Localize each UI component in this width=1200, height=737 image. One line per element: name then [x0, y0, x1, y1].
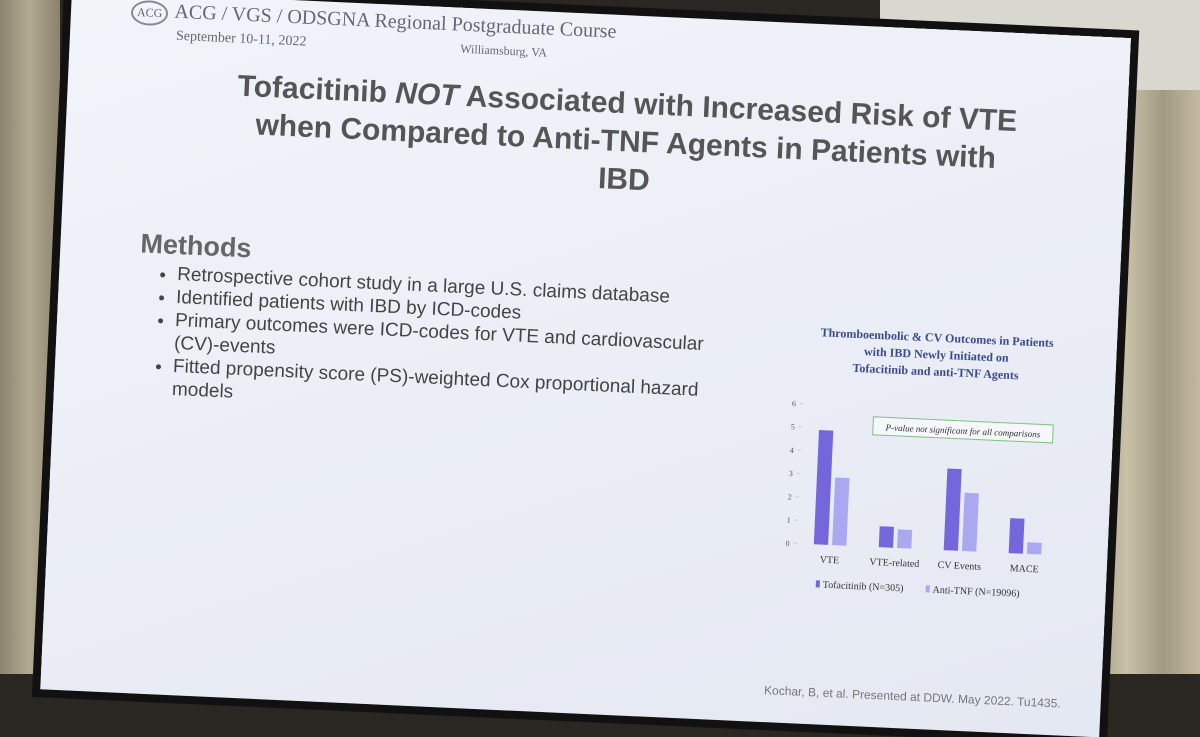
bar	[944, 469, 962, 551]
legend-label: Tofacitinib (N=305)	[823, 580, 904, 595]
location: Williamsburg, VA	[460, 42, 547, 60]
title-text: Tofacitinib	[237, 70, 388, 110]
bullet-list: Retrospective cohort study in a large U.…	[134, 261, 740, 426]
bar	[814, 430, 833, 545]
logo: ACG	[130, 0, 168, 26]
x-tick-label: MACE	[1010, 563, 1039, 575]
bar	[879, 526, 894, 548]
legend-swatch	[926, 585, 930, 592]
slide-title: Tofacitinib NOT Associated with Increase…	[223, 67, 1027, 217]
dates: September 10-11, 2022	[176, 29, 307, 50]
bar	[832, 477, 849, 545]
methods: Methods Retrospective cohort study in a …	[134, 228, 741, 426]
legend-swatch	[816, 580, 820, 587]
chart: Thromboembolic & CV Outcomes in Patients…	[764, 312, 1077, 625]
bar	[962, 493, 979, 552]
y-tick-label: 4	[790, 446, 794, 455]
y-tick-label: 5	[791, 422, 795, 431]
citation: Kochar, B, et al. Presented at DDW. May …	[764, 683, 1061, 710]
y-tick-label: 3	[789, 469, 793, 478]
bar	[1027, 542, 1042, 554]
bar	[897, 529, 912, 548]
chart-title: Thromboembolic & CV Outcomes in Patients	[820, 325, 1054, 350]
title-emphasis: NOT	[395, 77, 460, 113]
y-tick-label: 2	[788, 492, 792, 501]
y-tick-label: 6	[792, 399, 796, 408]
x-tick-label: VTE-related	[869, 557, 919, 570]
bar	[1009, 518, 1025, 554]
x-tick-label: CV Events	[937, 560, 981, 573]
y-tick-label: 0	[785, 539, 789, 548]
y-tick-label: 1	[786, 516, 790, 525]
x-tick-label: VTE	[819, 555, 839, 567]
legend-label: Anti-TNF (N=19096)	[932, 585, 1019, 600]
